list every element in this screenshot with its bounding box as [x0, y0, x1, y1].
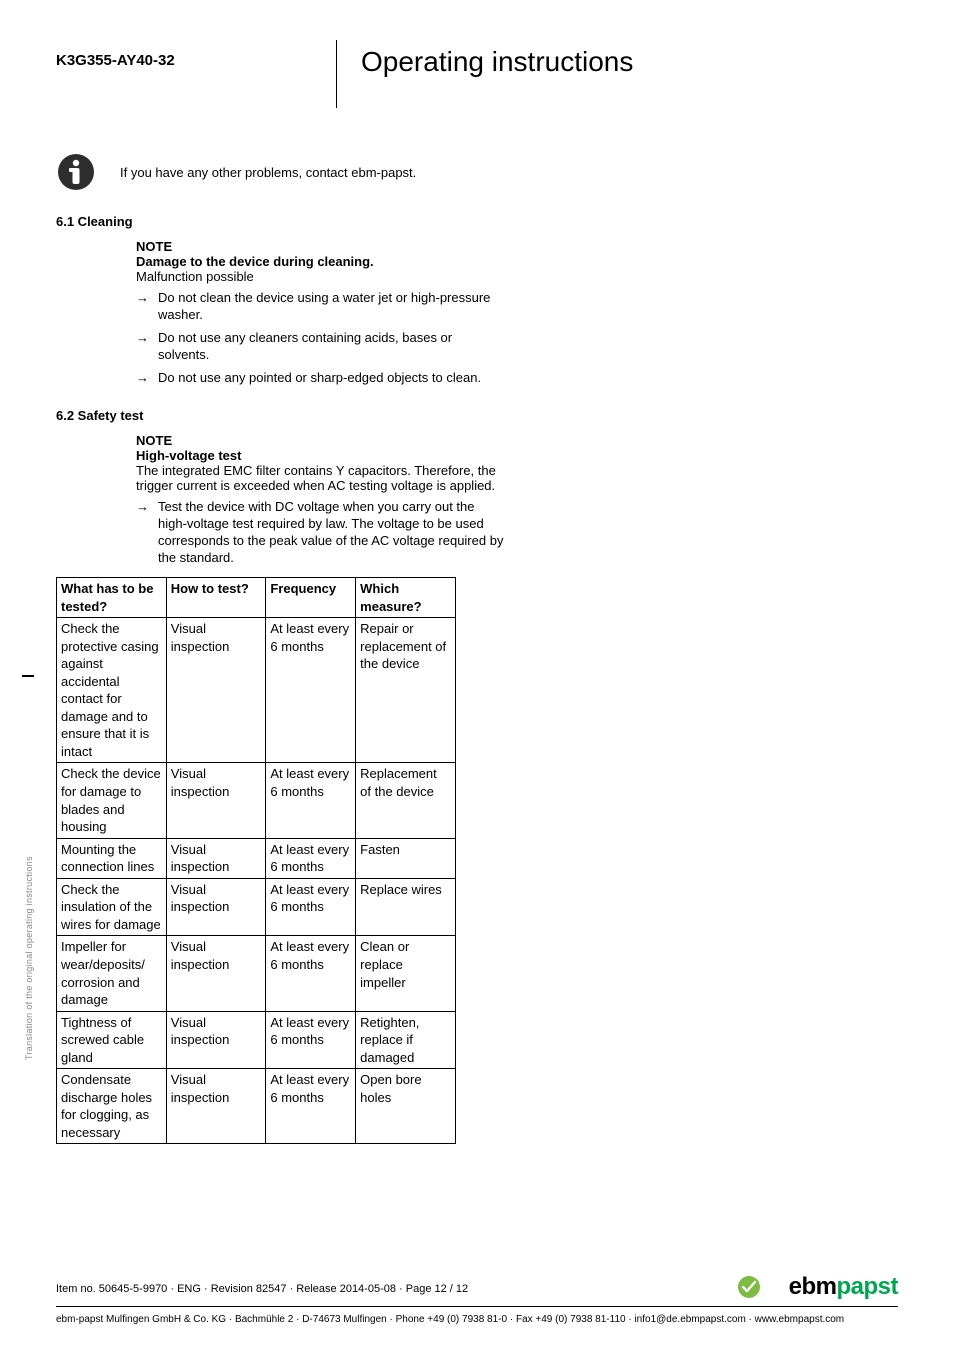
table-cell: Visual inspection [166, 838, 266, 878]
table-cell: Clean or replace impeller [356, 936, 456, 1011]
cleaning-bullets: Do not clean the device using a water je… [136, 290, 506, 386]
table-cell: At least every 6 months [266, 618, 356, 763]
table-body: Check the protective casing against acci… [57, 618, 456, 1144]
note-body: The integrated EMC filter contains Y cap… [136, 463, 506, 493]
table-cell: Impeller for wear/deposits/ corrosion an… [57, 936, 167, 1011]
footer: Item no. 50645-5-9970 · ENG · Revision 8… [56, 1283, 898, 1295]
list-item: Do not use any cleaners containing acids… [136, 330, 506, 364]
table-cell: Visual inspection [166, 1069, 266, 1144]
list-item: Do not use any pointed or sharp-edged ob… [136, 370, 506, 387]
ebmpapst-logo: ebmpapst [789, 1273, 898, 1301]
note-label: NOTE [136, 433, 506, 448]
table-cell: At least every 6 months [266, 1069, 356, 1144]
note-body: Malfunction possible [136, 269, 506, 284]
list-item: Test the device with DC voltage when you… [136, 499, 506, 567]
table-row: Check the protective casing against acci… [57, 618, 456, 763]
note-label: NOTE [136, 239, 506, 254]
table-cell: Replacement of the device [356, 763, 456, 838]
info-icon [56, 152, 96, 192]
note-block-safety: NOTE High-voltage test The integrated EM… [136, 433, 506, 567]
footer-rule [56, 1306, 898, 1307]
table-cell: At least every 6 months [266, 878, 356, 936]
table-cell: Visual inspection [166, 618, 266, 763]
section-heading-safety: 6.2 Safety test [56, 408, 898, 423]
table-header: How to test? [166, 578, 266, 618]
table-cell: Check the insulation of the wires for da… [57, 878, 167, 936]
table-cell: Check the protective casing against acci… [57, 618, 167, 763]
note-title: High-voltage test [136, 448, 506, 463]
table-row: Check the insulation of the wires for da… [57, 878, 456, 936]
table-cell: Visual inspection [166, 1011, 266, 1069]
table-cell: At least every 6 months [266, 763, 356, 838]
logo-part-papst: papst [836, 1273, 898, 1300]
table-cell: Repair or replacement of the device [356, 618, 456, 763]
table-row: Mounting the connection linesVisual insp… [57, 838, 456, 878]
side-tick [22, 675, 34, 677]
footer-company-line: ebm-papst Mulfingen GmbH & Co. KG · Bach… [56, 1314, 898, 1325]
table-cell: At least every 6 months [266, 838, 356, 878]
info-note-text: If you have any other problems, contact … [120, 165, 416, 180]
header-divider [336, 40, 337, 108]
table-cell: Replace wires [356, 878, 456, 936]
document-title: Operating instructions [361, 40, 633, 78]
table-cell: Visual inspection [166, 763, 266, 838]
safety-bullets: Test the device with DC voltage when you… [136, 499, 506, 567]
table-header-row: What has to be tested? How to test? Freq… [57, 578, 456, 618]
side-rotated-text: Translation of the original operating in… [24, 856, 34, 1060]
safety-test-table: What has to be tested? How to test? Freq… [56, 577, 456, 1144]
table-header: What has to be tested? [57, 578, 167, 618]
table-row: Check the device for damage to blades an… [57, 763, 456, 838]
table-cell: Retighten, replace if damaged [356, 1011, 456, 1069]
table-cell: Mounting the connection lines [57, 838, 167, 878]
table-cell: At least every 6 months [266, 936, 356, 1011]
table-cell: Condensate discharge holes for clogging,… [57, 1069, 167, 1144]
footer-logos: ebmpapst [737, 1273, 898, 1301]
green-badge-icon [737, 1275, 761, 1299]
note-block-cleaning: NOTE Damage to the device during cleanin… [136, 239, 506, 386]
table-cell: Check the device for damage to blades an… [57, 763, 167, 838]
table-cell: Visual inspection [166, 936, 266, 1011]
model-number: K3G355-AY40-32 [56, 40, 336, 69]
table-header: Frequency [266, 578, 356, 618]
list-item: Do not clean the device using a water je… [136, 290, 506, 324]
table-cell: Visual inspection [166, 878, 266, 936]
page-header: K3G355-AY40-32 Operating instructions [56, 40, 898, 108]
section-heading-cleaning: 6.1 Cleaning [56, 214, 898, 229]
table-cell: Tightness of screwed cable gland [57, 1011, 167, 1069]
note-title: Damage to the device during cleaning. [136, 254, 506, 269]
table-row: Impeller for wear/deposits/ corrosion an… [57, 936, 456, 1011]
table-row: Condensate discharge holes for clogging,… [57, 1069, 456, 1144]
page: K3G355-AY40-32 Operating instructions If… [0, 0, 954, 1351]
logo-part-ebm: ebm [789, 1273, 837, 1300]
table-row: Tightness of screwed cable glandVisual i… [57, 1011, 456, 1069]
info-note-row: If you have any other problems, contact … [56, 152, 898, 192]
table-header: Which measure? [356, 578, 456, 618]
table-cell: Open bore holes [356, 1069, 456, 1144]
table-cell: At least every 6 months [266, 1011, 356, 1069]
table-cell: Fasten [356, 838, 456, 878]
